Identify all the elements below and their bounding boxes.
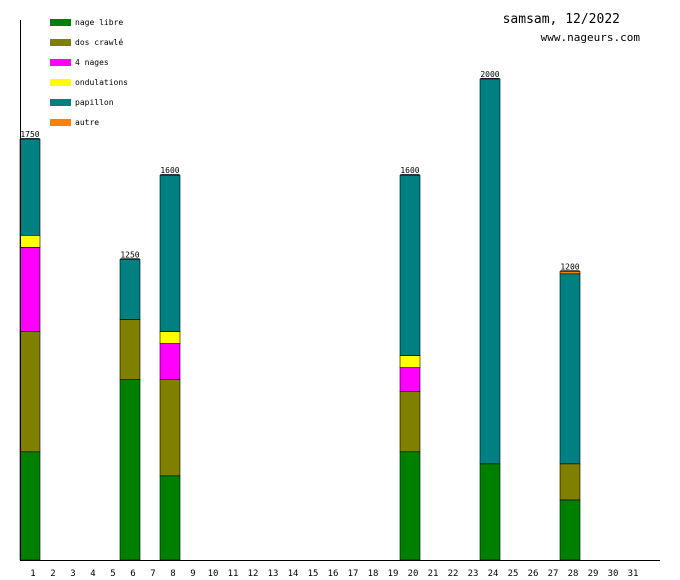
chart-title: samsam, 12/2022 [503, 12, 620, 27]
legend: nage libre dos crawlé 4 nages ondulations pa… [50, 18, 128, 127]
legend-label: ondulations [75, 78, 128, 87]
bar-segment-ondulations-day-20 [399, 355, 421, 368]
legend-swatch [50, 59, 71, 66]
bar-segment-dos-crawlé-day-1 [19, 331, 41, 453]
chart-subtitle: www.nageurs.com [541, 31, 641, 44]
bar-segment-papillon-day-8 [159, 174, 181, 332]
bar-segment-dos-crawlé-day-28 [559, 463, 581, 501]
legend-swatch [50, 19, 71, 26]
legend-label: nage libre [75, 18, 123, 27]
x-tick-label: 16 [328, 569, 339, 579]
x-tick-label: 8 [170, 569, 175, 579]
bar-segment-ondulations-day-1 [19, 235, 41, 248]
x-tick-label: 12 [248, 569, 259, 579]
x-tick-label: 31 [628, 569, 639, 579]
x-tick-label: 28 [568, 569, 579, 579]
x-tick-label: 20 [408, 569, 419, 579]
bar-segment-nage-libre-day-24 [479, 463, 501, 561]
bar-segment-nage-libre-day-20 [399, 451, 421, 561]
x-tick-label: 18 [368, 569, 379, 579]
bar-segment-papillon-day-1 [19, 138, 41, 236]
bar-segment-4-nages-day-1 [19, 247, 41, 332]
total-label: 2000 [480, 70, 499, 79]
x-tick-label: 5 [110, 569, 115, 579]
x-tick-label: 3 [70, 569, 75, 579]
x-tick-label: 25 [508, 569, 519, 579]
x-tick-label: 9 [190, 569, 195, 579]
x-tick-label: 1 [30, 569, 35, 579]
x-tick-label: 6 [130, 569, 135, 579]
bar-segment-nage-libre-day-28 [559, 499, 581, 561]
x-tick-label: 13 [268, 569, 279, 579]
legend-label: papillon [75, 98, 114, 107]
bars-group [19, 78, 581, 561]
x-tick-label: 29 [588, 569, 599, 579]
bar-segment-papillon-day-28 [559, 273, 581, 465]
bar-segment-dos-crawlé-day-20 [399, 391, 421, 453]
total-label: 1600 [400, 166, 419, 175]
bar-segment-papillon-day-6 [119, 259, 141, 320]
legend-swatch [50, 119, 71, 126]
x-tick-label: 4 [90, 569, 95, 579]
bar-segment-4-nages-day-20 [399, 367, 421, 392]
bar-segment-papillon-day-20 [399, 174, 421, 356]
x-tick-label: 7 [150, 569, 155, 579]
x-tick-label: 17 [348, 569, 359, 579]
legend-swatch [50, 39, 71, 46]
legend-swatch [50, 99, 71, 106]
x-tick-label: 26 [528, 569, 539, 579]
x-tick-label: 11 [228, 569, 239, 579]
total-label: 1250 [120, 250, 139, 259]
bar-segment-nage-libre-day-6 [119, 379, 141, 561]
total-labels: 1750 1250 1600 1600 2000 1200 [20, 70, 579, 271]
x-tick-label: 23 [468, 569, 479, 579]
total-label: 1200 [560, 262, 579, 271]
total-label: 1600 [160, 166, 179, 175]
x-tick-label: 22 [448, 569, 459, 579]
x-tick-label: 2 [50, 569, 55, 579]
total-label: 1750 [20, 130, 39, 139]
x-tick-label: 21 [428, 569, 439, 579]
x-tick-label: 27 [548, 569, 559, 579]
bar-segment-ondulations-day-8 [159, 331, 181, 344]
legend-label: dos crawlé [75, 37, 123, 47]
x-tick-label: 14 [288, 569, 299, 579]
bar-segment-dos-crawlé-day-8 [159, 379, 181, 477]
x-tick-label: 19 [388, 569, 399, 579]
bar-segment-papillon-day-24 [479, 78, 501, 465]
x-tick-labels: 1 2 3 4 5 6 7 8 9 10 11 12 13 14 15 16 17 18 19 20 21 22 23 24 2… [30, 569, 638, 579]
legend-label: 4 nages [75, 58, 109, 67]
legend-label: autre [75, 118, 99, 127]
bar-segment-nage-libre-day-1 [19, 451, 41, 561]
bar-segment-dos-crawlé-day-6 [119, 319, 141, 380]
x-tick-label: 24 [488, 569, 499, 579]
bar-segment-autre-day-28 [559, 271, 581, 275]
x-tick-label: 30 [608, 569, 619, 579]
bar-segment-4-nages-day-8 [159, 343, 181, 380]
x-tick-label: 15 [308, 569, 319, 579]
bar-segment-nage-libre-day-8 [159, 475, 181, 561]
x-tick-label: 10 [208, 569, 219, 579]
legend-swatch [50, 79, 71, 86]
